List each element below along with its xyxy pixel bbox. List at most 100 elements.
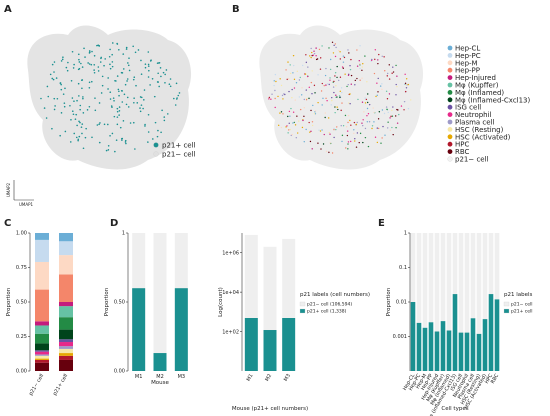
umap-dot bbox=[332, 52, 335, 54]
bar-segment bbox=[35, 358, 49, 360]
bar-segment bbox=[446, 330, 452, 371]
umap-dot bbox=[293, 87, 296, 89]
umap-dot bbox=[317, 142, 319, 144]
umap-dot bbox=[362, 124, 364, 127]
umap-dot bbox=[329, 77, 331, 79]
bar-segment bbox=[35, 354, 49, 356]
umap-dot bbox=[366, 107, 369, 110]
bar-segment bbox=[458, 332, 464, 371]
umap-dot bbox=[292, 54, 295, 57]
umap-dot bbox=[69, 104, 71, 107]
umap-dot bbox=[339, 76, 342, 78]
umap-dot bbox=[77, 139, 79, 142]
umap-dot bbox=[289, 115, 291, 117]
umap-dot bbox=[103, 64, 105, 67]
umap-dot bbox=[72, 113, 75, 116]
umap-dot bbox=[118, 94, 120, 97]
umap-dot bbox=[374, 136, 377, 138]
bar-segment bbox=[464, 233, 470, 333]
umap-dot bbox=[306, 75, 309, 78]
umap-dot bbox=[301, 126, 304, 129]
umap-dot bbox=[294, 99, 296, 101]
umap-dot bbox=[371, 125, 374, 127]
umap-dot bbox=[361, 122, 363, 124]
umap-dot bbox=[293, 121, 296, 124]
umap-dot bbox=[303, 115, 305, 118]
umap-dot bbox=[332, 86, 335, 88]
umap-dot bbox=[70, 119, 72, 121]
umap-dot bbox=[335, 128, 337, 131]
legend-swatch bbox=[299, 301, 306, 307]
umap-dot bbox=[70, 79, 73, 82]
bar-segment bbox=[476, 233, 482, 334]
umap-dot bbox=[178, 92, 181, 94]
bar-segment bbox=[244, 234, 258, 318]
umap-dot bbox=[140, 73, 143, 75]
umap-dot bbox=[390, 115, 392, 118]
legend-swatch bbox=[153, 142, 159, 148]
umap-dot bbox=[53, 61, 56, 63]
umap-dot bbox=[93, 63, 96, 66]
umap-dot bbox=[301, 64, 304, 67]
umap-dot bbox=[338, 95, 341, 97]
umap-dot bbox=[303, 98, 305, 101]
umap-dot bbox=[79, 104, 82, 107]
umap-dot bbox=[113, 115, 116, 118]
umap-dot bbox=[88, 81, 91, 84]
umap-dot bbox=[328, 131, 330, 134]
umap-dot bbox=[118, 90, 120, 93]
panel-label: E bbox=[378, 218, 385, 229]
umap-dot bbox=[109, 134, 111, 137]
bar-segment bbox=[59, 353, 73, 356]
umap-dot bbox=[347, 143, 349, 145]
umap-dot bbox=[311, 51, 313, 54]
umap-dot bbox=[375, 95, 377, 98]
umap-dot bbox=[379, 85, 382, 87]
umap-dot bbox=[356, 132, 359, 134]
umap-dot bbox=[288, 129, 290, 131]
umap-dot bbox=[107, 88, 109, 90]
umap-dot bbox=[335, 85, 337, 87]
umap-dot bbox=[407, 83, 410, 86]
umap-dot bbox=[132, 78, 135, 81]
bar-segment bbox=[470, 318, 476, 371]
umap-dot bbox=[77, 138, 80, 141]
umap-dot bbox=[356, 77, 358, 80]
umap-dot bbox=[358, 141, 360, 144]
umap-dot bbox=[325, 67, 327, 70]
umap-dot bbox=[341, 66, 344, 68]
umap-dot bbox=[310, 130, 312, 133]
umap-dot bbox=[53, 71, 55, 73]
umap-dot bbox=[324, 112, 327, 114]
umap-dot bbox=[327, 117, 330, 119]
umap-dot bbox=[342, 61, 345, 63]
umap-dot bbox=[317, 101, 319, 104]
umap-dot bbox=[98, 102, 101, 104]
umap-dot bbox=[116, 116, 119, 118]
umap-dot bbox=[359, 64, 361, 66]
umap-dot bbox=[349, 93, 351, 95]
x-axis-label: Mouse bbox=[151, 380, 169, 386]
y-axis-label: Proportion bbox=[6, 287, 12, 316]
umap-dot bbox=[320, 148, 322, 150]
umap-dot bbox=[76, 124, 78, 127]
umap-dot bbox=[313, 113, 316, 115]
umap-dot bbox=[121, 101, 124, 103]
umap-dot bbox=[312, 104, 314, 107]
umap-dot bbox=[328, 83, 330, 86]
umap-dot bbox=[132, 121, 135, 124]
legend-label: HSC (Resting) bbox=[455, 126, 504, 134]
umap-dot bbox=[339, 90, 342, 93]
umap-dot bbox=[302, 119, 304, 122]
umap-dot bbox=[87, 62, 89, 64]
umap-dot bbox=[358, 60, 360, 62]
umap-dot bbox=[56, 97, 59, 100]
umap-dot bbox=[107, 77, 109, 79]
umap-dot bbox=[107, 144, 110, 147]
umap-dot bbox=[407, 107, 410, 110]
umap-dot bbox=[151, 77, 154, 80]
x-tick-label: p21+ cell bbox=[52, 373, 69, 397]
umap-dot bbox=[93, 71, 96, 74]
bar-segment bbox=[263, 246, 277, 331]
umap-dot bbox=[83, 47, 85, 50]
